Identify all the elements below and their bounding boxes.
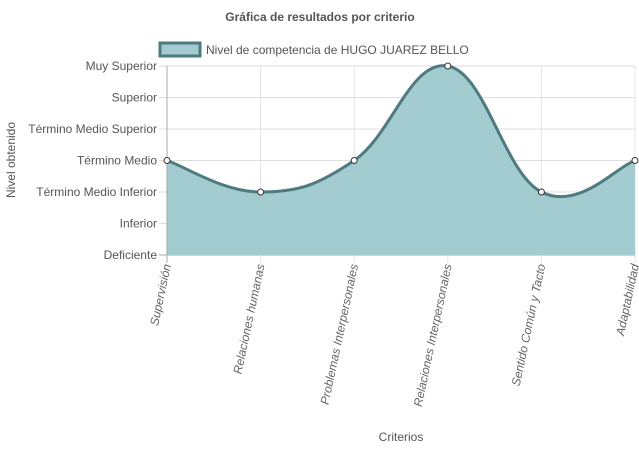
y-tick-label: Deficiente: [104, 248, 158, 262]
y-tick-label: Término Medio Inferior: [36, 185, 157, 199]
legend-label[interactable]: Nivel de competencia de HUGO JUAREZ BELL…: [206, 43, 469, 57]
data-point[interactable]: [537, 188, 545, 196]
x-tick-label: Relaciones humanas: [231, 263, 268, 376]
x-axis-title: Criterios: [379, 430, 424, 444]
data-points[interactable]: [163, 62, 639, 196]
x-tick-label: Supervisión: [147, 262, 174, 327]
x-tick-label: Relaciones Interpersonales: [411, 263, 455, 408]
y-tick-label: Superior: [112, 91, 157, 105]
legend[interactable]: Nivel de competencia de HUGO JUAREZ BELL…: [158, 41, 469, 58]
x-tick-label: Sentido Común y Tacto: [509, 262, 549, 387]
chart-title: Gráfica de resultados por criterio: [225, 10, 414, 24]
series-area-fill: [167, 65, 635, 255]
x-tick-label: Adaptabilidad: [613, 262, 639, 337]
data-point[interactable]: [631, 157, 639, 164]
legend-swatch[interactable]: [158, 41, 202, 58]
data-point[interactable]: [444, 62, 452, 70]
data-point[interactable]: [257, 188, 265, 196]
data-point[interactable]: [350, 157, 358, 164]
x-axis-ticks: Supervisión Relaciones humanas Problemas I…: [147, 262, 639, 407]
y-tick-label: Término Medio Superior: [28, 122, 157, 136]
y-tick-label: Inferior: [120, 217, 157, 231]
x-tick-label: Problemas Interpersonales: [318, 263, 362, 406]
y-axis-ticks: Deficiente Inferior Término Medio Inferior…: [28, 59, 157, 262]
y-tick-label: Término Medio: [77, 154, 157, 168]
y-axis-title: Nivel obtenido: [4, 122, 18, 198]
data-point[interactable]: [163, 157, 171, 164]
y-tick-label: Muy Superior: [86, 59, 157, 73]
